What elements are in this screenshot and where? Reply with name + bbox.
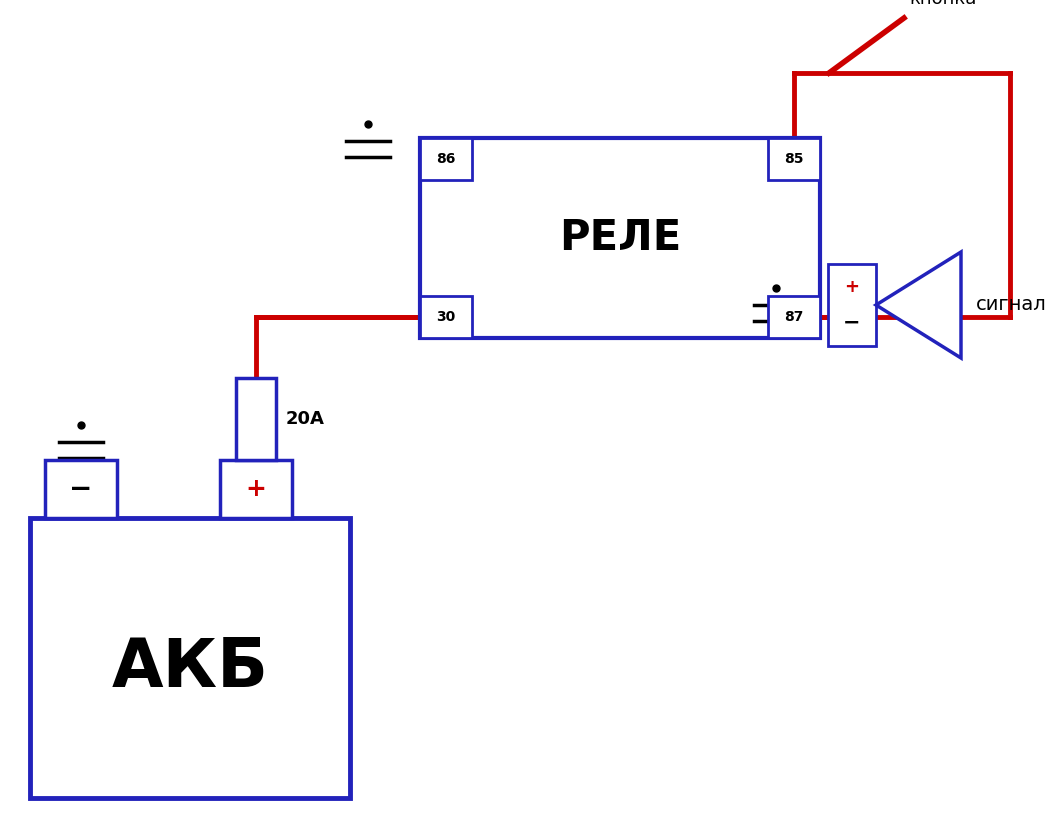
Bar bbox=[768, 138, 820, 180]
Text: 20А: 20А bbox=[286, 410, 325, 428]
Text: −: − bbox=[844, 313, 861, 333]
Text: −: − bbox=[69, 475, 93, 503]
Text: АКБ: АКБ bbox=[112, 635, 268, 701]
Bar bbox=[828, 264, 876, 346]
Text: 30: 30 bbox=[436, 310, 455, 324]
Text: +: + bbox=[246, 477, 266, 501]
Text: кнопка: кнопка bbox=[909, 0, 977, 8]
Bar bbox=[30, 518, 350, 798]
Bar bbox=[45, 460, 117, 518]
Text: +: + bbox=[845, 278, 860, 296]
Bar bbox=[220, 460, 292, 518]
Bar bbox=[768, 296, 820, 338]
Bar bbox=[420, 296, 472, 338]
Text: 85: 85 bbox=[784, 152, 803, 166]
Bar bbox=[420, 138, 472, 180]
Text: сигнал: сигнал bbox=[976, 295, 1047, 314]
Text: 87: 87 bbox=[784, 310, 803, 324]
Bar bbox=[236, 378, 276, 460]
Text: РЕЛЕ: РЕЛЕ bbox=[559, 217, 681, 259]
Text: 86: 86 bbox=[436, 152, 455, 166]
Bar bbox=[420, 138, 820, 338]
Polygon shape bbox=[876, 252, 961, 358]
